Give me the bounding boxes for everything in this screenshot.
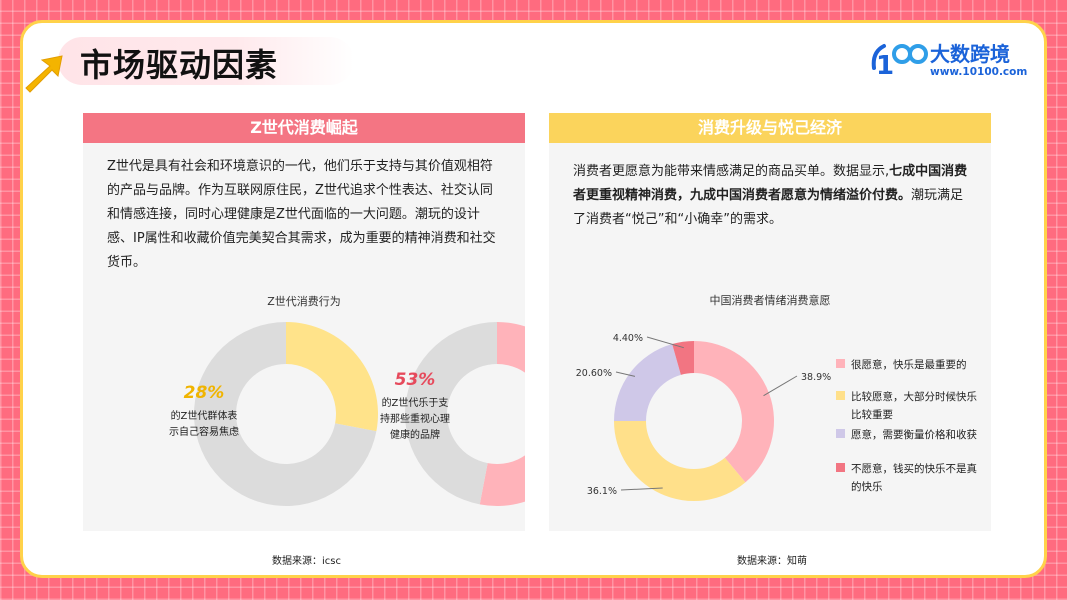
- emotion-slice: [672, 341, 694, 375]
- donut2-caption-line: 持那些重视心理: [380, 412, 450, 425]
- emotion-slice: [614, 344, 681, 421]
- emotion-value-label: 20.60%: [576, 368, 612, 379]
- gen-z-header: Z世代消费崛起: [83, 113, 525, 143]
- legend-label: 很愿意，快乐是最重要的: [851, 359, 967, 371]
- gen-z-donuts: 28% 的Z世代群体表 示自己容易焦虑 53% 的Z世代乐于支 持那些重视心理 …: [169, 322, 525, 506]
- legend-swatch: [836, 359, 845, 368]
- donut2-slice: [405, 322, 497, 505]
- emotion-chart-title: 中国消费者情绪消费意愿: [709, 294, 831, 307]
- legend-swatch: [836, 391, 845, 400]
- left-source: 数据来源：icsc: [272, 556, 341, 567]
- consumption-text-part: 消费者更愿意为能带来情感满足的商品买单。数据显示,: [573, 164, 890, 179]
- consumption-text-part: 潮玩满足了消费者“悦己”和“小确幸”的需求。: [573, 188, 964, 227]
- svg-text:1: 1: [876, 51, 894, 81]
- gen-z-chart-title: Z世代消费行为: [267, 295, 341, 308]
- donut2-slice: [479, 322, 525, 506]
- logo-url: www.10100.com: [930, 66, 1028, 78]
- emotion-leader-line: [615, 371, 636, 377]
- donut1-slice: [193, 322, 377, 506]
- legend-swatch: [836, 429, 845, 438]
- page-title: 市场驱动因素: [80, 46, 279, 84]
- donut-chart-anxiety: [193, 322, 378, 506]
- donut-chart-mental-health: [405, 322, 525, 506]
- donut1-caption-line: 示自己容易焦虑: [169, 425, 239, 438]
- gen-z-panel: Z世代消费崛起 Z世代是具有社会和环境意识的一代，他们乐于支持与其价值观相符的产…: [83, 113, 525, 531]
- emotion-value-label: 38.9%: [801, 372, 831, 383]
- consumption-text-highlight: 七成中国消费者更重视精神消费，九成中国消费者愿意为情绪溢价付费。: [573, 164, 968, 203]
- consumption-panel: 消费升级与悦己经济 消费者更愿意为能带来情感满足的商品买单。数据显示,七成中国消…: [549, 113, 991, 531]
- donut1-slice: [286, 322, 378, 432]
- donut1-caption-line: 的Z世代群体表: [171, 409, 238, 422]
- consumption-header: 消费升级与悦己经济: [549, 113, 991, 143]
- donut1-value-label: 28%: [184, 383, 225, 403]
- donut2-caption-line: 健康的品牌: [390, 428, 440, 441]
- legend-label: 愿意，需要衡量价格和收获: [851, 429, 977, 441]
- emotion-slice: [614, 421, 746, 501]
- emotion-donut-chart: 38.9% 36.1% 20.60% 4.40%: [576, 333, 831, 501]
- title-background: [58, 37, 354, 85]
- donut2-value-label: 53%: [395, 370, 436, 390]
- emotion-leader-line: [646, 336, 684, 349]
- emotion-slice: [694, 341, 774, 483]
- arrow-icon: [25, 55, 63, 93]
- donut2-caption-line: 的Z世代乐于支: [382, 396, 449, 409]
- emotion-leader-line: [620, 487, 663, 491]
- right-source: 数据来源：知萌: [737, 556, 807, 567]
- emotion-value-label: 4.40%: [613, 333, 643, 344]
- gen-z-text: Z世代是具有社会和环境意识的一代，他们乐于支持与其价值观相符的产品与品牌。作为互…: [107, 159, 496, 270]
- logo-name: 大数跨境: [930, 42, 1010, 66]
- emotion-leader-line: [763, 375, 798, 397]
- logo-icon: 1: [871, 44, 928, 81]
- emotion-value-label: 36.1%: [587, 486, 617, 497]
- legend-label: 比较愿意，大部分时候快乐比较重要: [851, 391, 977, 421]
- legend-label: 不愿意，钱买的快乐不是真的快乐: [851, 463, 977, 493]
- legend-swatch: [836, 463, 845, 472]
- consumption-text: 消费者更愿意为能带来情感满足的商品买单。数据显示,七成中国消费者更重视精神消费，…: [573, 160, 969, 232]
